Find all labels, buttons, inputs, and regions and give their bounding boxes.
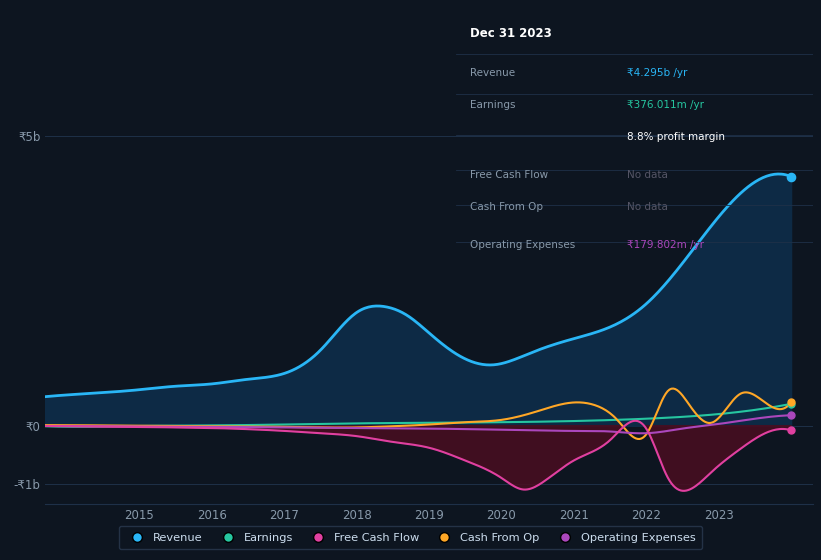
Text: 8.8% profit margin: 8.8% profit margin: [627, 132, 725, 142]
Text: Operating Expenses: Operating Expenses: [470, 240, 576, 250]
Text: Free Cash Flow: Free Cash Flow: [470, 170, 548, 180]
Text: ₹179.802m /yr: ₹179.802m /yr: [627, 240, 704, 250]
Legend: Revenue, Earnings, Free Cash Flow, Cash From Op, Operating Expenses: Revenue, Earnings, Free Cash Flow, Cash …: [119, 526, 702, 549]
Text: No data: No data: [627, 170, 668, 180]
Text: Dec 31 2023: Dec 31 2023: [470, 27, 552, 40]
Text: Earnings: Earnings: [470, 100, 516, 110]
Text: Cash From Op: Cash From Op: [470, 202, 543, 212]
Text: Revenue: Revenue: [470, 68, 515, 78]
Point: [785, 172, 798, 181]
Point: [785, 398, 798, 407]
Text: ₹4.295b /yr: ₹4.295b /yr: [627, 68, 687, 78]
Text: No data: No data: [627, 202, 668, 212]
Point: [785, 399, 798, 408]
Point: [785, 426, 798, 435]
Point: [785, 410, 798, 419]
Text: ₹376.011m /yr: ₹376.011m /yr: [627, 100, 704, 110]
